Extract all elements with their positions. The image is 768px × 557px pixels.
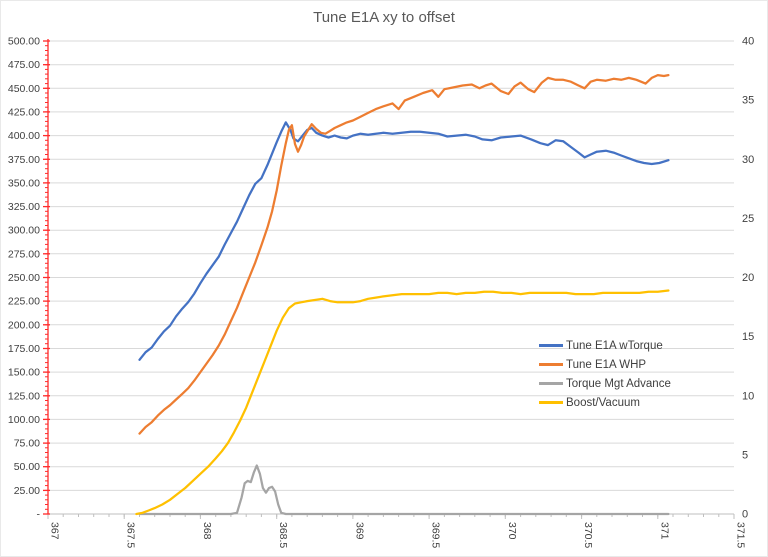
left-tick-label: 225.00 [8, 296, 40, 308]
left-tick-label: 500.00 [8, 36, 40, 48]
series-line-boost-vacuum[interactable] [135, 289, 670, 516]
chart-title: Tune E1A xy to offset [313, 9, 455, 26]
x-tick-label: 371 [658, 522, 670, 540]
left-tick-label: 325.00 [8, 201, 40, 213]
x-tick-label: 369.5 [430, 522, 442, 548]
left-tick-label: 375.00 [8, 154, 40, 166]
left-tick-label: 100.00 [8, 414, 40, 426]
right-tick-label: 0 [742, 509, 748, 521]
left-tick-label: 200.00 [8, 319, 40, 331]
x-tick-label: 370 [506, 522, 518, 540]
left-tick-label: 450.00 [8, 83, 40, 95]
right-tick-label: 40 [742, 36, 754, 48]
x-tick-label: 368 [201, 522, 213, 540]
x-tick-label: 371.5 [735, 522, 747, 548]
legend: Tune E1A wTorque Tune E1A WHP Torque Mgt… [539, 336, 671, 412]
left-tick-label: 300.00 [8, 225, 40, 237]
left-tick-label: 50.00 [14, 461, 40, 473]
series-line-tune-e1a-whp[interactable] [138, 73, 670, 435]
legend-label: Tune E1A wTorque [566, 339, 663, 352]
right-tick-label: 25 [742, 213, 754, 225]
series-line-tune-e1a-wtorque[interactable] [138, 121, 670, 361]
left-tick-label: 75.00 [14, 438, 40, 450]
x-tick-label: 367.5 [125, 522, 137, 548]
left-tick-label: 425.00 [8, 106, 40, 118]
left-tick-label: 350.00 [8, 177, 40, 189]
legend-line-swatch [539, 401, 563, 404]
legend-item-tune-e1a-whp[interactable]: Tune E1A WHP [539, 355, 671, 374]
left-tick-label: 25.00 [14, 485, 40, 497]
right-tick-label: 35 [742, 95, 754, 107]
series-line-torque-mgt-advance[interactable] [138, 464, 670, 516]
legend-line-swatch [539, 344, 563, 347]
left-tick-label: 125.00 [8, 390, 40, 402]
left-tick-label: 175.00 [8, 343, 40, 355]
right-tick-label: 10 [742, 390, 754, 402]
right-tick-label: 30 [742, 154, 754, 166]
legend-item-tune-e1a-wtorque[interactable]: Tune E1A wTorque [539, 336, 671, 355]
right-tick-label: 15 [742, 331, 754, 343]
left-tick-label: - [37, 509, 41, 521]
legend-label: Torque Mgt Advance [566, 377, 671, 390]
legend-item-torque-mgt-advance[interactable]: Torque Mgt Advance [539, 374, 671, 393]
legend-line-swatch [539, 363, 563, 366]
left-tick-label: 475.00 [8, 59, 40, 71]
left-tick-label: 400.00 [8, 130, 40, 142]
legend-label: Boost/Vacuum [566, 396, 640, 409]
legend-item-boost-vacuum[interactable]: Boost/Vacuum [539, 393, 671, 412]
legend-label: Tune E1A WHP [566, 358, 647, 371]
x-tick-label: 368.5 [277, 522, 289, 548]
left-tick-label: 150.00 [8, 367, 40, 379]
right-tick-label: 20 [742, 272, 754, 284]
x-tick-label: 367 [49, 522, 61, 540]
right-tick-label: 5 [742, 449, 748, 461]
legend-line-swatch [539, 382, 563, 385]
x-tick-label: 369 [353, 522, 365, 540]
left-tick-label: 250.00 [8, 272, 40, 284]
x-tick-label: 370.5 [582, 522, 594, 548]
left-tick-label: 275.00 [8, 248, 40, 260]
